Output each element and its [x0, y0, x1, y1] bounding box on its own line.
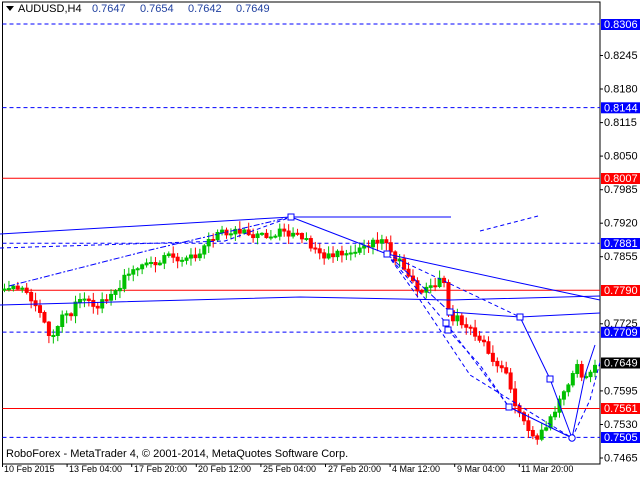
svg-text:0.7881: 0.7881 [604, 238, 638, 250]
svg-text:0.7654: 0.7654 [140, 3, 174, 15]
svg-text:0.7647: 0.7647 [92, 3, 126, 15]
svg-text:0.8050: 0.8050 [604, 151, 638, 163]
svg-text:RoboForex - MetaTrader 4, © 20: RoboForex - MetaTrader 4, © 2001-2014, M… [6, 448, 348, 460]
svg-text:17 Feb 20:00: 17 Feb 20:00 [134, 464, 187, 474]
svg-text:10 Feb 2015: 10 Feb 2015 [4, 464, 55, 474]
svg-text:4 Mar 12:00: 4 Mar 12:00 [392, 464, 440, 474]
svg-text:0.7709: 0.7709 [604, 327, 638, 339]
svg-text:0.7985: 0.7985 [604, 184, 638, 196]
svg-text:13 Feb 04:00: 13 Feb 04:00 [69, 464, 122, 474]
svg-text:0.7530: 0.7530 [604, 419, 638, 431]
svg-text:0.8144: 0.8144 [604, 102, 638, 114]
svg-text:0.7790: 0.7790 [604, 285, 638, 297]
svg-text:0.8245: 0.8245 [604, 50, 638, 62]
svg-text:20 Feb 12:00: 20 Feb 12:00 [198, 464, 251, 474]
svg-text:0.7642: 0.7642 [188, 3, 222, 15]
svg-text:9 Mar 04:00: 9 Mar 04:00 [457, 464, 505, 474]
svg-text:25 Feb 04:00: 25 Feb 04:00 [263, 464, 316, 474]
svg-text:0.8306: 0.8306 [604, 19, 638, 31]
svg-text:0.7561: 0.7561 [604, 403, 638, 415]
svg-text:0.8180: 0.8180 [604, 84, 638, 96]
svg-text:0.8007: 0.8007 [604, 173, 638, 185]
svg-text:0.7920: 0.7920 [604, 218, 638, 230]
svg-text:0.7649: 0.7649 [236, 3, 270, 15]
svg-text:0.8115: 0.8115 [604, 117, 637, 129]
svg-text:0.7649: 0.7649 [604, 358, 638, 370]
svg-text:0.7505: 0.7505 [604, 432, 638, 444]
svg-text:0.7855: 0.7855 [604, 251, 638, 263]
svg-text:0.7465: 0.7465 [604, 453, 638, 465]
svg-text:AUDUSD,H4: AUDUSD,H4 [18, 3, 82, 15]
svg-text:11 Mar 20:00: 11 Mar 20:00 [521, 464, 573, 474]
svg-text:27 Feb 20:00: 27 Feb 20:00 [328, 464, 381, 474]
svg-text:0.7595: 0.7595 [604, 385, 638, 397]
